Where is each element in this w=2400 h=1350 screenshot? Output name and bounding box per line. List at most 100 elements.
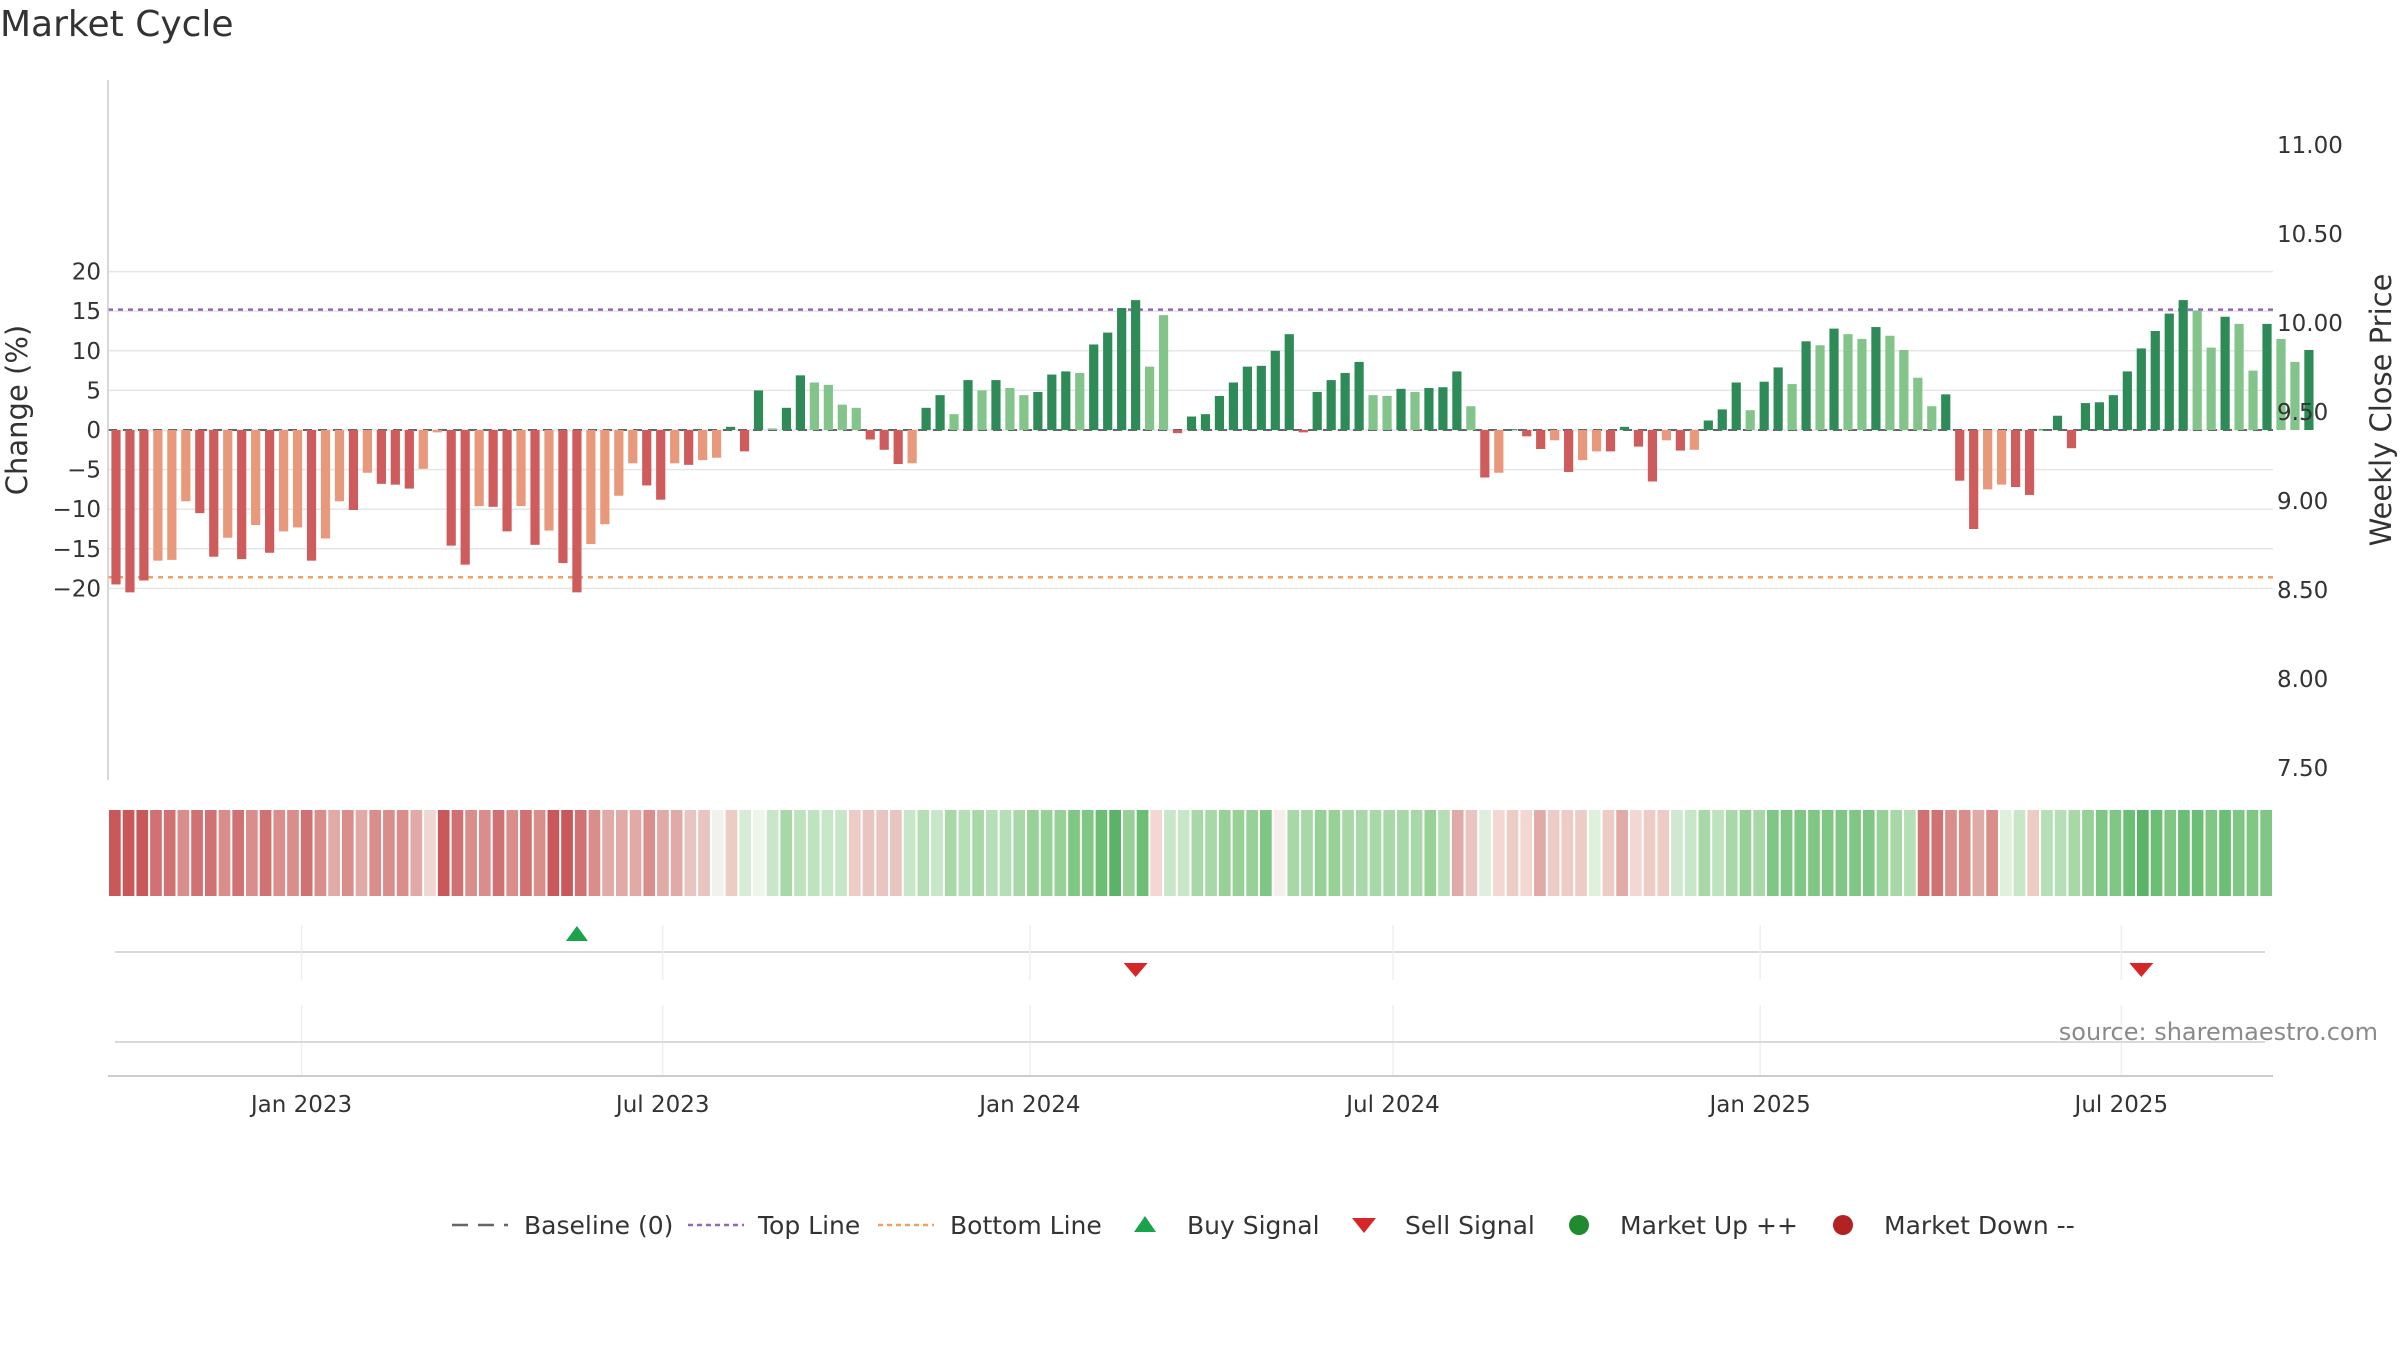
bar [1661,430,1672,441]
x-tick-label: Jul 2025 [2073,1092,2169,1118]
legend-label: Bottom Line [950,1211,1102,1240]
bar [865,430,875,440]
bar [2122,371,2132,430]
bar [1857,338,1867,430]
strip-cell [2013,810,2026,896]
sell-signal-marker [1123,963,1148,977]
bar [111,430,121,585]
bar [2290,361,2300,430]
bar [167,430,177,560]
bar [2248,370,2258,430]
strip-cell [2109,810,2122,896]
strip-cell [1931,810,1944,896]
bar [1619,426,1630,430]
strip-cell [328,810,340,896]
strip-cell [1177,810,1190,896]
bar [1843,334,1853,430]
bar [1983,430,1993,490]
bar [1997,430,2007,485]
strip-cell [506,810,519,896]
legend-label: Top Line [757,1211,860,1240]
strip-cell [1602,810,1615,896]
strip-cell [794,810,806,896]
strip-cell [1191,810,1204,896]
strip-cell [259,810,272,896]
strip-cell [739,810,752,896]
bar [837,404,847,430]
strip-cell [204,810,217,896]
strip-cell [1424,810,1437,896]
market-strip [109,810,2272,896]
legend-sell-signal-icon [1352,1218,1376,1233]
bar [1591,430,1602,452]
strip-cell [1657,810,1670,896]
sell-signal-marker [2129,963,2154,977]
strip-cell [999,810,1012,896]
bar [1717,409,1727,430]
bar [1466,406,1476,430]
strip-cell [478,810,491,896]
strip-cell [1095,810,1108,896]
bar [404,430,414,489]
bar [1480,430,1490,478]
strip-cell [2232,810,2245,896]
strip-cell [1205,810,1217,896]
strip-cell [1342,810,1354,896]
legend-label: Buy Signal [1187,1211,1320,1240]
bar [1801,341,1811,430]
strip-cell [1725,810,1738,896]
strip-cell [341,810,354,896]
bar [1089,344,1099,430]
bar [1242,366,1252,430]
x-tick-label: Jan 2023 [249,1092,352,1118]
strip-cell [2068,810,2081,896]
bar [1633,430,1644,447]
strip-cell [1081,810,1094,896]
bar [1885,335,1895,430]
bar [334,430,345,502]
strip-cell [725,810,738,896]
strip-cell [1780,810,1793,896]
strip-cell [657,810,669,896]
bar [893,430,903,465]
bar [1829,328,1839,430]
buy-signal-marker [565,926,588,941]
strip-cell [520,810,532,896]
strip-cell [246,810,258,896]
strip-cell [300,810,313,896]
bar [209,430,219,557]
strip-cell [396,810,409,896]
bar [1103,332,1113,430]
bar [1675,430,1685,451]
bar [1550,430,1560,441]
bar [1340,372,1350,430]
bars [111,300,2314,593]
bar [2234,323,2244,430]
strip-cell [711,810,724,896]
strip-cell [1438,810,1450,896]
bar [2038,429,2049,431]
bar [1927,406,1937,430]
strip-cell [287,810,299,896]
bar [949,414,959,430]
strip-cell [985,810,998,896]
y2-tick-label: 10.00 [2277,311,2343,337]
strip-cell [643,810,656,896]
strip-cell [1150,810,1163,896]
strip-cell [1849,810,1861,896]
strip-cell [1054,810,1067,896]
bar [265,430,275,553]
strip-cell [2178,810,2190,896]
strip-cell [1890,810,1903,896]
bar [739,430,750,452]
strip-cell [232,810,245,896]
axes: 20 15 10 5 0 −5 −10 −15 −20 11.00 10.50 10.00 9.50 9.… [52,80,2343,782]
bar [977,390,987,430]
strip-cell [383,810,395,896]
bar [1438,387,1448,430]
bar [432,430,442,433]
bar [446,430,456,546]
strip-cell [684,810,697,896]
strip-cell [1273,810,1286,896]
bar [1033,391,1043,430]
